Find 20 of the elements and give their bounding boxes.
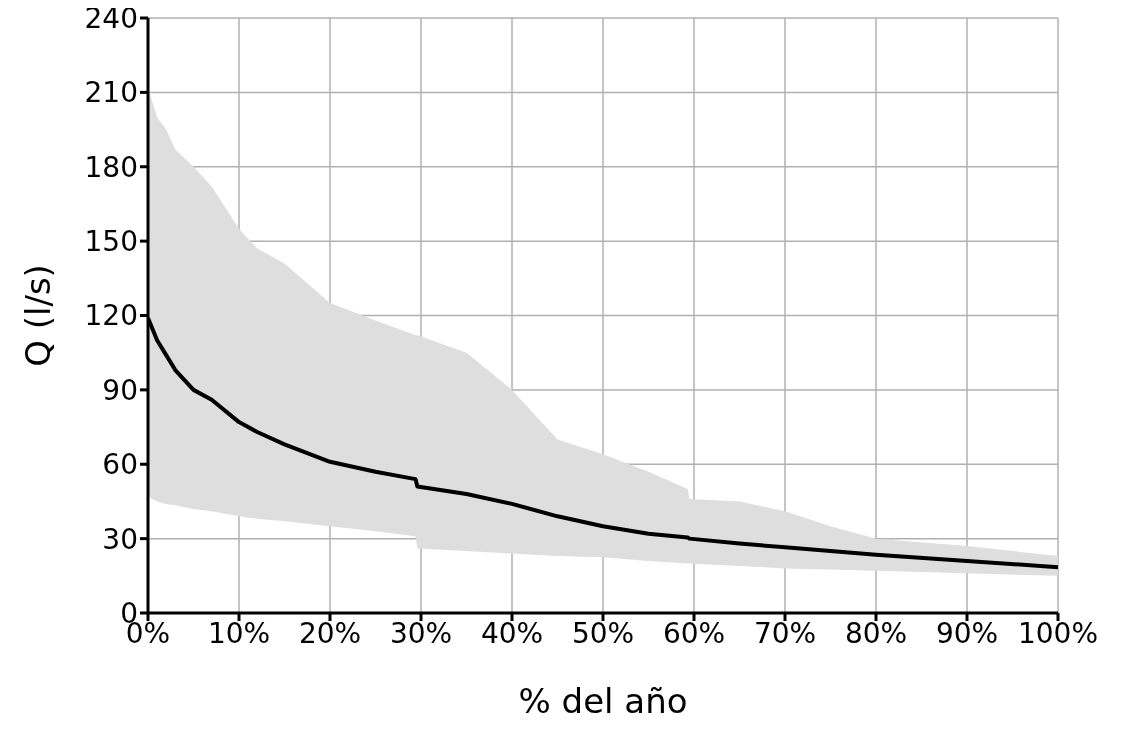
x-tick-label: 10% — [207, 616, 271, 650]
y-tick-label: 60 — [102, 448, 138, 482]
y-tick-label: 90 — [102, 373, 138, 407]
x-tick-label: 80% — [844, 616, 908, 650]
x-axis-title: % del año — [518, 681, 688, 721]
y-tick-label: 240 — [84, 1, 138, 35]
y-tick-label: 180 — [84, 150, 138, 184]
x-tick-label: 20% — [298, 616, 362, 650]
x-tick-label: 60% — [662, 616, 726, 650]
y-tick-label: 210 — [84, 76, 138, 110]
x-tick-label: 90% — [935, 616, 999, 650]
x-tick-label: 100% — [1017, 616, 1099, 650]
y-axis-title: Q (l/s) — [18, 264, 59, 367]
x-tick-label: 50% — [571, 616, 635, 650]
x-tick-label: 70% — [753, 616, 817, 650]
x-tick-label: 30% — [389, 616, 453, 650]
y-tick-label: 150 — [84, 225, 138, 259]
y-tick-label: 30 — [102, 522, 138, 556]
y-tick-label: 120 — [84, 299, 138, 333]
x-tick-label: 40% — [480, 616, 544, 650]
